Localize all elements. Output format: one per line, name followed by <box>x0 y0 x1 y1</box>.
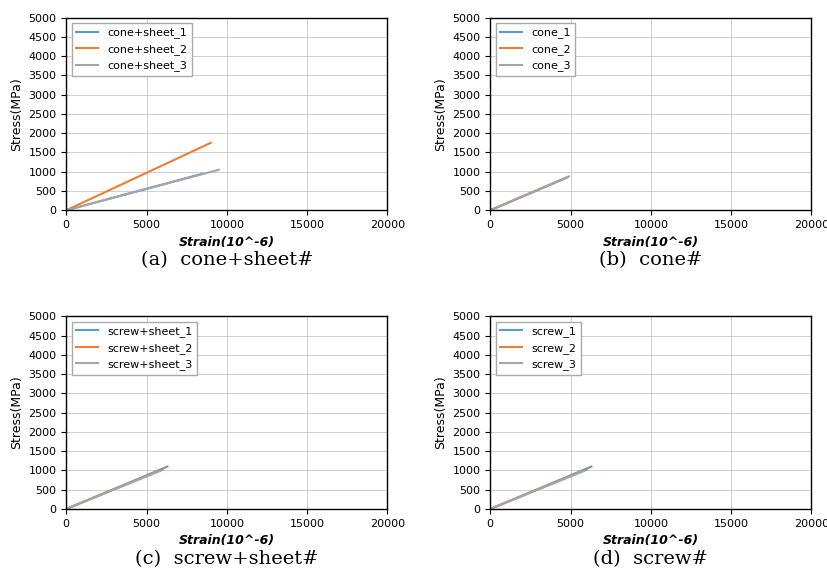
cone_3 <box>563 173 573 180</box>
cone_3 <box>485 207 495 214</box>
X-axis label: Strain(10^-6): Strain(10^-6) <box>602 534 698 547</box>
Legend: cone+sheet_1, cone+sheet_2, cone+sheet_3: cone+sheet_1, cone+sheet_2, cone+sheet_3 <box>72 23 192 76</box>
Line: screw+sheet_1: screw+sheet_1 <box>66 467 167 509</box>
cone_2 <box>485 207 495 214</box>
cone+sheet_3 <box>61 207 71 214</box>
screw_2 <box>485 505 495 512</box>
Y-axis label: Stress(MPa): Stress(MPa) <box>10 77 23 151</box>
Line: screw_2: screw_2 <box>490 470 586 509</box>
Y-axis label: Stress(MPa): Stress(MPa) <box>433 376 447 449</box>
cone+sheet_1 <box>198 170 208 177</box>
screw_1 <box>485 505 495 512</box>
Line: screw+sheet_2: screw+sheet_2 <box>66 470 162 509</box>
Line: cone+sheet_2: cone+sheet_2 <box>66 143 211 210</box>
X-axis label: Strain(10^-6): Strain(10^-6) <box>179 534 275 547</box>
screw+sheet_3 <box>61 505 71 512</box>
cone_1 <box>562 174 571 181</box>
Line: screw+sheet_3: screw+sheet_3 <box>66 471 159 509</box>
X-axis label: Strain(10^-6): Strain(10^-6) <box>179 236 275 249</box>
Y-axis label: Stress(MPa): Stress(MPa) <box>433 77 447 151</box>
cone_1 <box>485 207 495 214</box>
Line: cone_3: cone_3 <box>490 176 568 210</box>
Text: (a)  cone+sheet#: (a) cone+sheet# <box>141 251 313 269</box>
screw+sheet_3 <box>154 467 164 474</box>
Y-axis label: Stress(MPa): Stress(MPa) <box>10 376 23 449</box>
cone+sheet_1 <box>61 207 71 214</box>
Legend: cone_1, cone_2, cone_3: cone_1, cone_2, cone_3 <box>495 23 575 76</box>
cone+sheet_2 <box>61 207 71 214</box>
Legend: screw_1, screw_2, screw_3: screw_1, screw_2, screw_3 <box>495 322 580 374</box>
Text: (c)  screw+sheet#: (c) screw+sheet# <box>135 550 318 568</box>
screw_1 <box>586 463 595 470</box>
screw+sheet_1 <box>162 463 172 470</box>
Line: cone+sheet_3: cone+sheet_3 <box>66 170 218 210</box>
Line: screw_1: screw_1 <box>490 467 590 509</box>
screw_3 <box>485 505 495 512</box>
cone+sheet_3 <box>213 166 223 173</box>
screw+sheet_2 <box>61 505 71 512</box>
screw+sheet_2 <box>157 466 167 473</box>
Line: cone+sheet_1: cone+sheet_1 <box>66 174 203 210</box>
Legend: screw+sheet_1, screw+sheet_2, screw+sheet_3: screw+sheet_1, screw+sheet_2, screw+shee… <box>72 322 197 374</box>
screw_3 <box>578 467 588 474</box>
X-axis label: Strain(10^-6): Strain(10^-6) <box>602 236 698 249</box>
Line: cone_1: cone_1 <box>490 177 566 210</box>
cone+sheet_2 <box>206 139 216 146</box>
Line: cone_2: cone_2 <box>490 178 565 210</box>
screw_2 <box>581 466 590 473</box>
Text: (b)  cone#: (b) cone# <box>599 251 701 269</box>
screw+sheet_1 <box>61 505 71 512</box>
Line: screw_3: screw_3 <box>490 471 583 509</box>
cone_2 <box>560 174 570 181</box>
Text: (d)  screw#: (d) screw# <box>593 550 707 568</box>
